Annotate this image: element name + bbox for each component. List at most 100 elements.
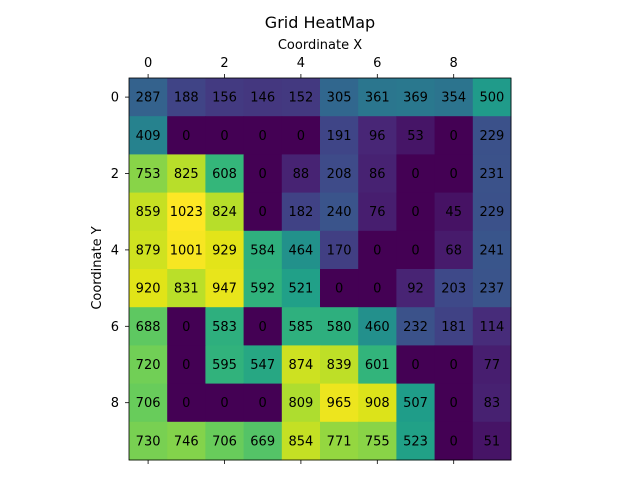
cell-value-label: 0 [259, 205, 267, 220]
y-tick-label: 6 [111, 320, 119, 335]
heatmap-cell [129, 269, 168, 308]
cell-value-label: 464 [288, 243, 313, 258]
cell-value-label: 706 [212, 434, 237, 449]
cell-value-label: 53 [407, 129, 424, 144]
heatmap-cell [472, 307, 512, 346]
cell-value-label: 706 [136, 396, 161, 411]
heatmap-cell [434, 78, 474, 117]
cell-value-label: 354 [441, 91, 466, 106]
heatmap-cell [472, 383, 512, 423]
cell-value-label: 874 [288, 358, 313, 373]
heatmap-cell-labels: 287 188 156 146 152 305 361 369 354 500 409 0 0 0 0 191… [136, 91, 505, 450]
y-tick-label: 8 [111, 396, 119, 411]
heatmap-cell [205, 116, 245, 155]
cell-value-label: 965 [327, 396, 352, 411]
cell-value-label: 601 [365, 358, 390, 373]
cell-value-label: 947 [212, 282, 237, 297]
heatmap-cell [472, 192, 512, 232]
cell-value-label: 920 [136, 282, 161, 297]
heatmap-cell [472, 154, 512, 194]
cell-value-label: 240 [327, 205, 352, 220]
heatmap-cell [243, 269, 283, 308]
cell-value-label: 409 [136, 129, 161, 144]
heatmap-cell [281, 307, 321, 346]
heatmap-cell [396, 154, 436, 194]
cell-value-label: 720 [136, 358, 161, 373]
heatmap-cell [205, 421, 245, 461]
x-tick-label: 8 [450, 56, 458, 71]
heatmap-cell [472, 116, 512, 155]
heatmap-cell [434, 269, 474, 308]
cell-value-label: 583 [212, 320, 237, 335]
heatmap-cell [358, 345, 397, 385]
heatmap-cell [167, 192, 206, 232]
cell-value-label: 181 [441, 320, 466, 335]
x-axis-label: Coordinate X [278, 38, 362, 53]
heatmap-cell [396, 269, 436, 308]
cell-value-label: 523 [403, 434, 428, 449]
cell-value-label: 208 [327, 167, 352, 182]
heatmap-cell [167, 116, 206, 155]
cell-value-label: 0 [411, 167, 419, 182]
heatmap-cell [205, 269, 245, 308]
cell-value-label: 595 [212, 358, 237, 373]
heatmap-cell [320, 78, 359, 117]
heatmap-cell [167, 269, 206, 308]
cell-value-label: 0 [259, 129, 267, 144]
heatmap-cells [129, 78, 512, 461]
cell-value-label: 287 [136, 91, 161, 106]
cell-value-label: 0 [259, 320, 267, 335]
heatmap-cell [281, 230, 321, 270]
heatmap-cell [320, 269, 359, 308]
cell-value-label: 0 [411, 243, 419, 258]
heatmap-cell [129, 154, 168, 194]
cell-value-label: 0 [450, 434, 458, 449]
heatmap-cell [320, 116, 359, 155]
heatmap-cell [281, 116, 321, 155]
cell-value-label: 88 [293, 167, 310, 182]
heatmap-cell [434, 192, 474, 232]
cell-value-label: 114 [479, 320, 504, 335]
heatmap-cell [129, 307, 168, 346]
heatmap-cell [129, 116, 168, 155]
cell-value-label: 231 [479, 167, 504, 182]
x-tick-label: 6 [373, 56, 381, 71]
cell-value-label: 608 [212, 167, 237, 182]
heatmap-cell [472, 230, 512, 270]
cell-value-label: 188 [174, 91, 199, 106]
y-tick-label: 0 [111, 91, 119, 106]
cell-value-label: 0 [297, 129, 305, 144]
cell-value-label: 241 [479, 243, 504, 258]
heatmap-cell [243, 192, 283, 232]
cell-value-label: 825 [174, 167, 199, 182]
cell-value-label: 237 [479, 282, 504, 297]
cell-value-label: 580 [327, 320, 352, 335]
heatmap-cell [281, 345, 321, 385]
cell-value-label: 809 [288, 396, 313, 411]
cell-value-label: 0 [259, 167, 267, 182]
cell-value-label: 369 [403, 91, 428, 106]
heatmap-cell [320, 345, 359, 385]
heatmap-cell [243, 421, 283, 461]
cell-value-label: 170 [327, 243, 352, 258]
cell-value-label: 584 [250, 243, 275, 258]
cell-value-label: 859 [136, 205, 161, 220]
heatmap-cell [358, 421, 397, 461]
heatmap-cell [396, 78, 436, 117]
heatmap-cell [129, 345, 168, 385]
cell-value-label: 585 [288, 320, 313, 335]
cell-value-label: 669 [250, 434, 275, 449]
heatmap-cell [167, 307, 206, 346]
heatmap-cell [281, 269, 321, 308]
heatmap-cell [434, 383, 474, 423]
cell-value-label: 0 [450, 396, 458, 411]
heatmap-cell [167, 78, 206, 117]
cell-value-label: 96 [369, 129, 386, 144]
heatmap-cell [205, 383, 245, 423]
heatmap-cell [320, 383, 359, 423]
cell-value-label: 76 [369, 205, 386, 220]
heatmap-cell [358, 383, 397, 423]
heatmap-cell [358, 116, 397, 155]
cell-value-label: 1001 [170, 243, 203, 258]
cell-value-label: 592 [250, 282, 275, 297]
